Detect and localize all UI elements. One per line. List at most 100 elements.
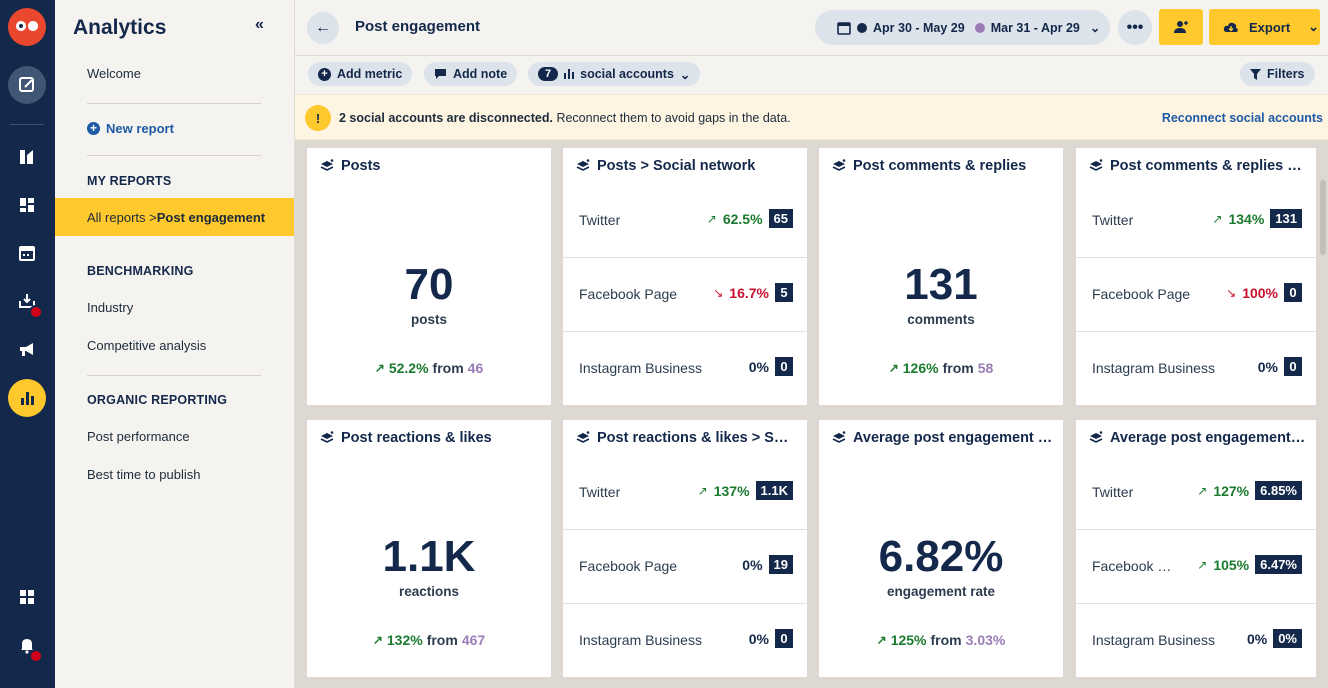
sidebar-item-welcome[interactable]: Welcome bbox=[87, 66, 141, 81]
comments-by-network-card[interactable]: Post comments & replies > Social network… bbox=[1076, 148, 1316, 405]
calendar-icon bbox=[837, 21, 851, 35]
network-row: Twitter ↗ 62.5% 65 bbox=[563, 184, 807, 258]
network-value: 0 bbox=[775, 629, 793, 648]
analytics-icon[interactable] bbox=[8, 379, 46, 417]
trend-down-arrow-icon: ↘ bbox=[713, 285, 724, 300]
reactions-by-network-card[interactable]: Post reactions & likes > Social network … bbox=[563, 420, 807, 677]
layers-icon bbox=[320, 431, 334, 443]
accounts-count: 7 bbox=[538, 67, 559, 81]
posts-by-network-card[interactable]: Posts > Social network Twitter ↗ 62.5% 6… bbox=[563, 148, 807, 405]
scrollbar-thumb[interactable] bbox=[1320, 180, 1326, 255]
chevron-down-icon: ⌄ bbox=[679, 67, 691, 82]
trend-percent: 132% bbox=[386, 632, 423, 648]
date-compare: Mar 31 - Apr 29 bbox=[990, 20, 1080, 35]
planner-calendar-icon[interactable] bbox=[8, 234, 46, 272]
network-stats: ↗ 62.5% 65 bbox=[707, 209, 793, 228]
network-stats: ↗ 127% 6.85% bbox=[1197, 481, 1302, 500]
inbox-notification-badge bbox=[29, 305, 43, 319]
app-rail bbox=[0, 0, 55, 688]
network-label: Twitter bbox=[579, 484, 621, 500]
add-metric-button[interactable]: + Add metric bbox=[308, 62, 413, 86]
sidebar-item-industry[interactable]: Industry bbox=[87, 300, 134, 315]
comments-card[interactable]: Post comments & replies 131 comments ↗ 1… bbox=[819, 148, 1063, 405]
owl-logo[interactable] bbox=[8, 8, 46, 46]
layers-icon bbox=[1089, 159, 1103, 171]
sidebar-item-post-engagement[interactable]: All reports > Post engagement bbox=[55, 198, 294, 236]
network-row: Facebook Page ↗ 105% 6.47% bbox=[1076, 530, 1316, 604]
compose-icon[interactable] bbox=[8, 66, 46, 104]
card-title: Average post engagement rate bbox=[831, 430, 1053, 446]
card-title-text: Average post engagement rate bbox=[853, 430, 1053, 446]
network-stats: ↗ 137% 1.1K bbox=[698, 481, 793, 500]
sidebar-divider bbox=[87, 375, 261, 376]
network-percent: 0% bbox=[748, 630, 769, 647]
sidebar-item-competitive-analysis[interactable]: Competitive analysis bbox=[87, 338, 207, 353]
disconnected-accounts-banner: ! 2 social accounts are disconnected. Re… bbox=[295, 94, 1328, 140]
trend-from-value: 58 bbox=[977, 360, 994, 376]
organic-reporting-heading: ORGANIC REPORTING bbox=[87, 393, 228, 407]
network-percent: 105% bbox=[1213, 556, 1250, 573]
trend-from-label: from bbox=[930, 632, 962, 648]
plus-circle-icon: + bbox=[87, 122, 100, 135]
bell-notification-badge bbox=[29, 649, 43, 663]
network-row: Instagram Business 0% 0 bbox=[563, 604, 807, 678]
alert-bold-text: 2 social accounts are disconnected. bbox=[339, 111, 553, 125]
warning-icon: ! bbox=[305, 105, 331, 131]
network-label: Instagram Business bbox=[1092, 632, 1215, 648]
analytics-sidebar: Analytics « Welcome + New report MY REPO… bbox=[55, 0, 295, 688]
chevron-down-icon: ⌄ bbox=[1089, 21, 1101, 35]
add-note-button[interactable]: Add note bbox=[424, 62, 518, 86]
share-button[interactable] bbox=[1159, 9, 1203, 45]
date-range-picker[interactable]: Apr 30 - May 29 Mar 31 - Apr 29 ⌄ bbox=[815, 10, 1110, 45]
social-accounts-selector[interactable]: 7 social accounts ⌄ bbox=[528, 62, 701, 86]
filters-label: Filters bbox=[1267, 67, 1305, 81]
network-value: 131 bbox=[1270, 209, 1302, 228]
network-stats: ↘ 16.7% 5 bbox=[713, 283, 793, 302]
filters-button[interactable]: Filters bbox=[1240, 62, 1315, 86]
megaphone-icon[interactable] bbox=[8, 330, 46, 368]
more-options-button[interactable]: ••• bbox=[1118, 10, 1152, 45]
network-label: Instagram Business bbox=[579, 360, 702, 376]
card-title-text: Post reactions & likes bbox=[341, 430, 492, 446]
apps-grid-icon[interactable] bbox=[8, 578, 46, 616]
bell-icon[interactable] bbox=[8, 626, 46, 664]
layers-icon bbox=[832, 431, 846, 443]
engagement-by-network-card[interactable]: Average post engagement rate > Social ne… bbox=[1076, 420, 1316, 677]
network-percent: 0% bbox=[742, 556, 763, 573]
back-arrow-icon[interactable]: ← bbox=[307, 12, 339, 44]
trend-up-arrow-icon: ↗ bbox=[876, 633, 887, 647]
export-button[interactable]: Export ⌄ bbox=[1209, 9, 1320, 45]
card-title-text: Post reactions & likes > Social network bbox=[597, 430, 797, 446]
metric-unit: reactions bbox=[398, 584, 460, 599]
reactions-card[interactable]: Post reactions & likes 1.1K reactions ↗ … bbox=[307, 420, 551, 677]
card-title-text: Posts bbox=[341, 158, 381, 174]
network-stats: ↘ 100% 0 bbox=[1226, 283, 1302, 302]
streams-icon[interactable] bbox=[8, 138, 46, 176]
network-stats: 0% 0 bbox=[1258, 357, 1302, 376]
network-value: 0 bbox=[1284, 283, 1302, 302]
card-title: Post reactions & likes > Social network bbox=[575, 430, 797, 446]
compare-period-dot bbox=[974, 22, 985, 33]
network-percent: 62.5% bbox=[722, 210, 763, 227]
metric-trend: ↗ 126% from 58 bbox=[819, 360, 1063, 376]
network-label: Facebook Page bbox=[1092, 286, 1191, 302]
add-user-icon bbox=[1174, 21, 1188, 33]
network-percent: 0% bbox=[1246, 630, 1268, 647]
collapse-sidebar-icon[interactable]: « bbox=[255, 16, 264, 33]
dashboard-icon[interactable] bbox=[8, 186, 46, 224]
network-stats: 0% 0 bbox=[749, 629, 793, 648]
network-value: 0% bbox=[1273, 629, 1302, 648]
layers-icon bbox=[832, 159, 846, 171]
reconnect-accounts-link[interactable]: Reconnect social accounts bbox=[1161, 111, 1323, 125]
new-report-link[interactable]: + New report bbox=[87, 121, 174, 136]
card-title-text: Post comments & replies bbox=[853, 158, 1027, 174]
sidebar-item-best-time[interactable]: Best time to publish bbox=[87, 467, 201, 482]
inbox-icon[interactable] bbox=[8, 282, 46, 320]
posts-card[interactable]: Posts 70 posts ↗ 52.2% from 46 bbox=[307, 148, 551, 405]
network-label: Instagram Business bbox=[579, 632, 702, 648]
trend-from-label: from bbox=[432, 360, 464, 376]
sidebar-item-post-performance[interactable]: Post performance bbox=[87, 429, 190, 444]
engagement-rate-card[interactable]: Average post engagement rate 6.82% engag… bbox=[819, 420, 1063, 677]
card-title: Posts bbox=[319, 158, 541, 174]
network-label: Twitter bbox=[1092, 212, 1134, 228]
